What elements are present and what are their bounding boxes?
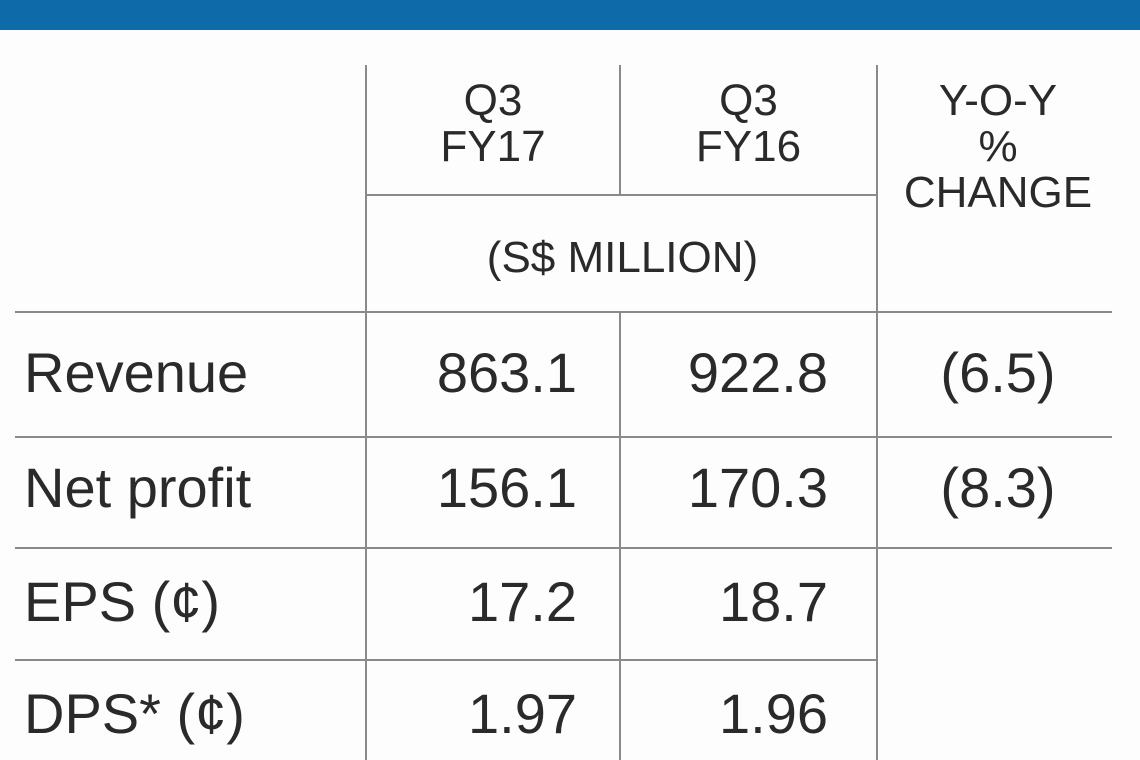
header-line: Q3 xyxy=(719,76,778,125)
row-label: Revenue xyxy=(24,341,249,404)
header-line: CHANGE xyxy=(903,168,1093,217)
row-rule xyxy=(15,659,878,661)
cell-value: 170.3 xyxy=(687,456,828,519)
cell-value: 18.7 xyxy=(719,570,828,633)
column-header: Y-O-Y % CHANGE xyxy=(878,78,1118,216)
column-rule xyxy=(876,65,878,760)
row-rule xyxy=(15,311,1112,313)
column-rule xyxy=(619,312,621,760)
column-rule xyxy=(619,65,621,195)
cell-value: 156.1 xyxy=(436,456,577,519)
row-rule xyxy=(365,194,878,196)
row-label: EPS (¢) xyxy=(24,570,221,633)
cell-value: (8.3) xyxy=(940,456,1056,519)
row-label: Net profit xyxy=(24,456,252,519)
row-label: DPS* (¢) xyxy=(24,682,245,745)
header-line: FY16 xyxy=(695,122,802,171)
unit-label: (S$ MILLION) xyxy=(486,233,759,282)
cell-value: 922.8 xyxy=(687,341,828,404)
cell-value: 1.97 xyxy=(468,682,577,745)
cell-value: (6.5) xyxy=(940,341,1056,404)
row-rule xyxy=(15,436,1112,438)
cell-value: 863.1 xyxy=(436,341,577,404)
header-banner xyxy=(0,0,1140,30)
column-header: Q3 FY16 xyxy=(621,78,876,170)
row-rule xyxy=(15,547,1112,549)
header-line: FY17 xyxy=(440,122,546,171)
header-line: Y-O-Y xyxy=(938,76,1058,125)
cell-value: 1.96 xyxy=(719,682,828,745)
column-header: Q3 FY17 xyxy=(367,78,619,170)
cell-value: 17.2 xyxy=(468,570,577,633)
header-line: Q3 xyxy=(463,76,523,125)
header-line: % xyxy=(978,122,1018,171)
column-rule xyxy=(365,65,367,760)
